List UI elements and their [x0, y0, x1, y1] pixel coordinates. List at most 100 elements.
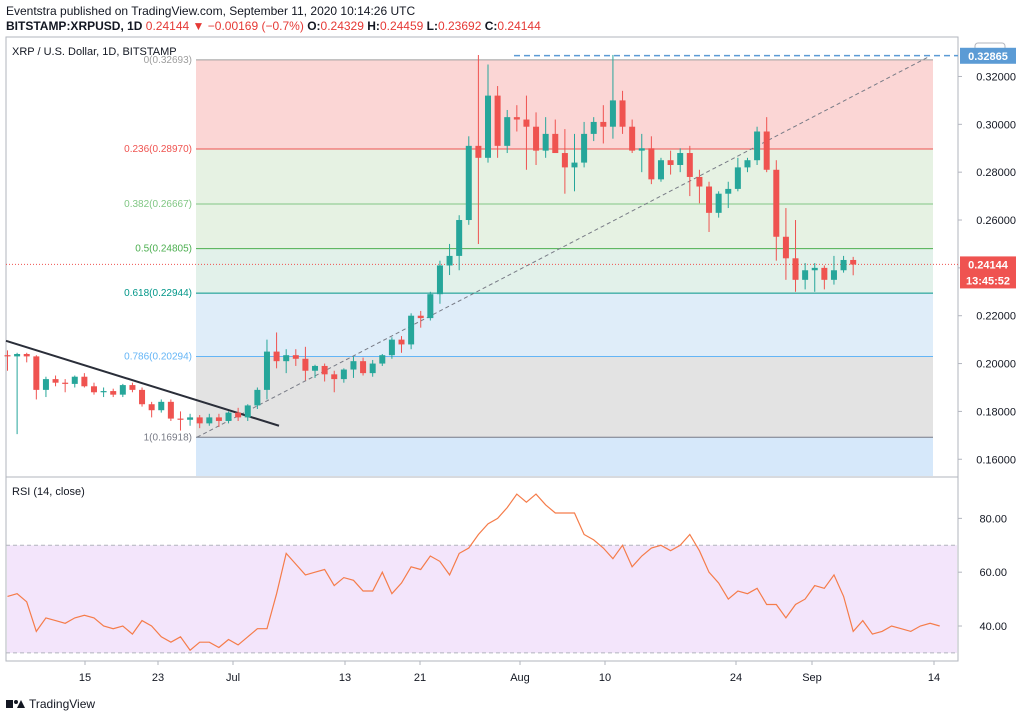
candle-body — [754, 131, 761, 161]
low-label: L: — [426, 19, 438, 33]
rsi-tick-label: 60.00 — [979, 567, 1007, 579]
candle-body — [638, 148, 645, 151]
candle-body — [177, 418, 184, 420]
candle-body — [629, 126, 636, 151]
candle-body — [427, 294, 434, 319]
candle-body — [485, 95, 491, 158]
candle-body — [686, 153, 693, 177]
price-tick-label: 0.18000 — [976, 406, 1016, 418]
candle-body — [763, 131, 770, 170]
candle-body — [571, 162, 578, 168]
chart-title: XRP / U.S. Dollar, 1D, BITSTAMP — [12, 46, 177, 58]
candle-body — [802, 270, 809, 280]
fib-zone — [196, 293, 933, 357]
candle-body — [706, 186, 713, 213]
footer-brand-label: TradingView — [29, 697, 96, 711]
high-label: H: — [367, 19, 380, 33]
candle-body — [331, 374, 338, 380]
candle-body — [388, 339, 395, 356]
candle-body — [110, 391, 117, 395]
candle-body — [4, 355, 11, 357]
down-arrow-icon: ▼ — [192, 19, 205, 33]
time-tick-label: Sep — [802, 672, 822, 684]
time-tick-label: 23 — [152, 672, 164, 684]
candle-body — [23, 353, 30, 357]
candle-body — [167, 401, 174, 419]
fib-level-label: 0.618(0.22944) — [124, 288, 192, 299]
time-tick-label: 14 — [928, 672, 940, 684]
price-tick-label: 0.22000 — [976, 311, 1016, 323]
fib-level-label: 0.382(0.26667) — [124, 199, 192, 210]
candle-body — [657, 160, 664, 180]
last-price: 0.24144 — [145, 19, 190, 33]
candle-body — [350, 361, 357, 370]
candle-body — [33, 356, 40, 390]
candle-body — [744, 160, 751, 168]
candle-body — [14, 353, 21, 357]
candle-body — [561, 153, 568, 168]
candle-body — [312, 365, 319, 371]
candle-body — [235, 412, 242, 418]
candle-body — [417, 315, 424, 319]
candle-body — [533, 126, 540, 151]
price-change: −0.00169 (−0.7%) — [207, 19, 304, 33]
fib-level-label: 0.786(0.20294) — [124, 352, 192, 363]
time-tick-label: 21 — [414, 672, 426, 684]
fib-zone — [196, 248, 933, 294]
candle-body — [475, 145, 482, 158]
price-tick-label: 0.32000 — [976, 71, 1016, 83]
high-price-tag — [960, 47, 1016, 64]
candle-body — [81, 376, 88, 387]
tradingview-logo-icon — [6, 698, 25, 710]
candle-body — [513, 117, 520, 120]
symbol-name: BITSTAMP:XRPUSD, 1D — [6, 19, 143, 33]
candle-body — [725, 188, 732, 194]
candle-body — [379, 355, 386, 364]
candle-body — [225, 412, 232, 421]
publisher-line: Eventstra published on TradingView.com, … — [6, 4, 415, 18]
candle-body — [850, 259, 857, 265]
candle-body — [360, 361, 367, 374]
candle-body — [254, 389, 261, 406]
candle-body — [648, 148, 655, 180]
time-tick-label: Aug — [510, 672, 530, 684]
candle-body — [811, 267, 818, 271]
candle-body — [581, 133, 588, 163]
rsi-line — [7, 493, 940, 652]
last-price-tag-label: 0.24144 — [968, 259, 1009, 271]
high-value: 0.24459 — [379, 19, 424, 33]
candle-body — [52, 379, 59, 383]
candle-body — [600, 121, 607, 127]
fib-level-label: 0.5(0.24805) — [135, 244, 192, 255]
candle-body — [542, 133, 549, 151]
candle-body — [283, 355, 290, 362]
candle-body — [465, 145, 472, 221]
candle-body — [187, 417, 194, 420]
fib-zone-extension — [196, 437, 933, 476]
low-value: 0.23692 — [438, 19, 482, 33]
candle-body — [71, 376, 78, 384]
candle-body — [302, 358, 309, 371]
candle-body — [244, 405, 251, 418]
close-label: C: — [484, 19, 498, 33]
candle-body — [119, 385, 126, 395]
candle-body — [696, 176, 703, 187]
time-tick-label: 24 — [730, 672, 742, 684]
footer-brand[interactable]: TradingView — [6, 697, 95, 711]
candle-body — [446, 255, 453, 266]
candle-body — [715, 193, 722, 213]
price-tick-label: 0.16000 — [976, 454, 1016, 466]
fib-zone — [196, 204, 933, 249]
candle-body — [408, 315, 415, 345]
countdown-label: 13:45:52 — [966, 275, 1010, 287]
candle-body — [734, 167, 741, 189]
dashed-trend-line — [196, 55, 931, 438]
price-tick-label: 0.30000 — [976, 119, 1016, 131]
candle-body — [792, 258, 799, 280]
publisher-text: Eventstra published on TradingView.com, … — [6, 4, 416, 18]
fib-level-label: 0(0.32693) — [144, 55, 192, 66]
fib-level-label: 1(0.16918) — [144, 432, 192, 443]
candle-body — [782, 236, 789, 259]
candle-body — [340, 369, 347, 380]
